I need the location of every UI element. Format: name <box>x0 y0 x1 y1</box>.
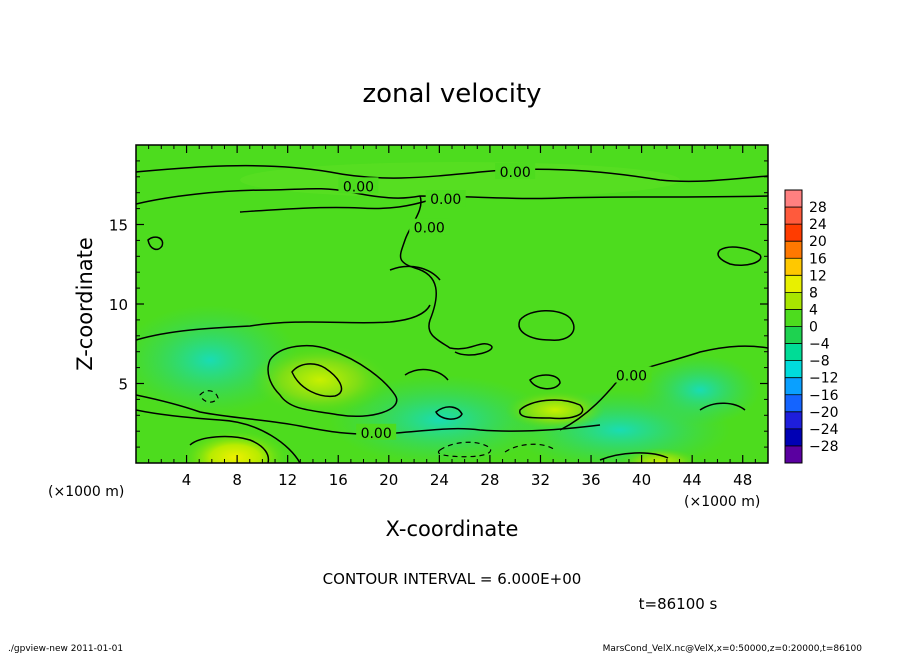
x-tick-label: 48 <box>733 471 752 489</box>
colorbar-label: −12 <box>809 371 839 387</box>
colorbar-swatch <box>785 241 802 259</box>
colorbar-label: 4 <box>809 302 818 318</box>
colorbar-label: −8 <box>809 354 830 370</box>
x-axis-unit-label: (×1000 m) <box>684 494 760 510</box>
colorbar-swatch <box>785 309 802 327</box>
contour-label-bg <box>356 423 397 440</box>
contour-lines <box>136 164 768 463</box>
footer-left: ./gpview-new 2011-01-01 <box>8 644 123 654</box>
colorbar-swatch <box>785 224 802 242</box>
colorbar-swatch <box>785 275 802 293</box>
x-tick-label: 28 <box>480 471 499 489</box>
colorbar-swatch <box>785 360 802 379</box>
contour-interval-text: CONTOUR INTERVAL = 6.000E+00 <box>323 570 582 588</box>
x-axis-ticks: 4 8 12 16 20 24 28 32 36 40 44 48 <box>148 145 756 489</box>
contour-lines-negative <box>199 390 556 458</box>
time-text: t=86100 s <box>639 595 718 613</box>
x-tick-label: 36 <box>581 471 600 489</box>
chart-title: zonal velocity <box>362 79 541 109</box>
colorbar-label: −28 <box>809 439 839 455</box>
x-tick-label: 40 <box>632 471 651 489</box>
colorbar-label: 12 <box>809 268 827 284</box>
colorbar-swatch <box>785 207 802 225</box>
colorbar-label: −16 <box>809 388 839 404</box>
colorbar-swatch <box>785 428 802 447</box>
colorbar-swatch <box>785 411 802 430</box>
y-axis-unit-label: (×1000 m) <box>48 484 124 500</box>
colorbar-label: −20 <box>809 405 839 421</box>
contour-label-bg <box>611 366 652 383</box>
colorbar-label: −24 <box>809 422 839 438</box>
contour-label: 0.00 <box>500 165 531 181</box>
colorbar-swatch <box>785 326 802 345</box>
colorbar-label: 16 <box>809 251 827 267</box>
y-axis-label: Z-coordinate <box>73 237 97 371</box>
x-tick-label: 4 <box>182 471 192 489</box>
y-axis-ticks: 5 10 15 <box>109 160 768 448</box>
y-tick-label: 10 <box>109 296 128 314</box>
contour-label-bg <box>338 177 379 194</box>
contour-label: 0.00 <box>343 179 374 195</box>
colorbar-swatch <box>785 394 802 413</box>
x-tick-label: 8 <box>232 471 242 489</box>
footer-right: MarsCond_VelX.nc@VelX,x=0:50000,z=0:2000… <box>603 644 863 654</box>
colorbar-label: 8 <box>809 285 818 301</box>
colorbar-label: −4 <box>809 337 830 353</box>
contour-labels: 0.00 0.00 0.00 0.00 0.00 0.00 <box>338 163 652 442</box>
x-tick-label: 12 <box>278 471 297 489</box>
x-tick-label: 24 <box>430 471 449 489</box>
contour-label: 0.00 <box>616 369 647 385</box>
x-tick-label: 32 <box>531 471 550 489</box>
contour-label-bg <box>409 218 450 235</box>
colorbar-swatch <box>785 190 802 208</box>
colorbar-swatch <box>785 445 802 464</box>
colorbar-swatch <box>785 343 802 362</box>
colorbar-swatch <box>785 377 802 396</box>
contour-label: 0.00 <box>361 426 392 442</box>
x-tick-label: 44 <box>683 471 702 489</box>
colorbar-label: 28 <box>809 200 827 216</box>
x-tick-label: 16 <box>329 471 348 489</box>
colorbar-label: 0 <box>809 320 818 336</box>
colorbar-label: 24 <box>809 217 827 233</box>
y-tick-label: 15 <box>109 217 128 235</box>
colorbar-label: 20 <box>809 234 827 250</box>
colorbar-swatch <box>785 292 802 310</box>
contour-label-bg <box>495 163 536 180</box>
y-tick-label: 5 <box>118 376 128 394</box>
contour-label-bg <box>425 190 466 207</box>
x-tick-label: 20 <box>379 471 398 489</box>
colorbar-swatch <box>785 258 802 276</box>
contour-label: 0.00 <box>430 192 461 208</box>
contour-label: 0.00 <box>414 221 445 237</box>
x-axis-label: X-coordinate <box>386 517 519 541</box>
